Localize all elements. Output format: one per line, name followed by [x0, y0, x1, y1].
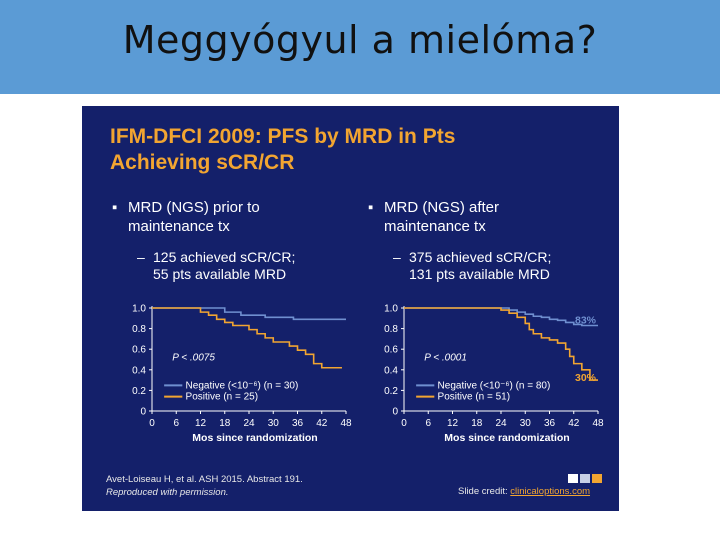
left-sub-line-1: 125 achieved sCR/CR;: [153, 249, 296, 265]
left-sub-bullet: – 125 achieved sCR/CR; 55 pts available …: [137, 249, 296, 283]
x-tick-label: 36: [544, 418, 556, 429]
y-tick-label: 0.4: [132, 365, 146, 376]
slide-credit: Slide credit: clinicaloptions.com: [458, 486, 590, 497]
right-bullet: ▪ MRD (NGS) after maintenance tx: [368, 198, 500, 236]
bullet-icon: ▪: [112, 199, 118, 216]
x-tick-label: 0: [401, 418, 407, 429]
x-tick-label: 18: [471, 418, 483, 429]
legend-label: Negative (<10⁻⁶) (n = 80): [438, 380, 551, 391]
p-value-label: P < .0001: [424, 353, 467, 364]
x-tick-label: 24: [243, 418, 255, 429]
right-bullet-line-2: maintenance tx: [384, 218, 486, 235]
y-tick-label: 1.0: [384, 304, 398, 315]
y-tick-label: 0: [140, 407, 146, 418]
left-bullet-line-2: maintenance tx: [128, 218, 230, 235]
x-tick-label: 12: [195, 418, 207, 429]
bullet-icon: ▪: [368, 199, 374, 216]
x-tick-label: 42: [568, 418, 580, 429]
clinical-options-logo: [568, 474, 602, 483]
y-tick-label: 0.2: [132, 386, 146, 397]
y-tick-label: 0.4: [384, 365, 398, 376]
x-tick-label: 30: [520, 418, 532, 429]
right-sub-line-2: 131 pts available MRD: [409, 266, 550, 282]
left-bullet: ▪ MRD (NGS) prior to maintenance tx: [112, 198, 260, 236]
y-tick-label: 0.2: [384, 386, 398, 397]
dash-icon: –: [137, 249, 145, 265]
left-bullet-line-1: MRD (NGS) prior to: [128, 199, 260, 216]
x-tick-label: 12: [447, 418, 459, 429]
negative-survival-curve: [404, 307, 598, 327]
x-tick-label: 18: [219, 418, 231, 429]
title-bar: [0, 0, 720, 94]
page-title: Meggyógyul a mielóma?: [122, 18, 598, 62]
positive-survival-curve: [404, 307, 598, 381]
x-axis-label: Mos since randomization: [192, 432, 317, 444]
p-value-label: P < .0075: [172, 353, 215, 364]
positive-survival-curve: [152, 307, 342, 369]
citation-line-2: Reproduced with permission.: [106, 487, 229, 498]
x-tick-label: 6: [173, 418, 179, 429]
citation: Avet-Loiseau H, et al. ASH 2015. Abstrac…: [106, 473, 303, 499]
legend-label: Negative (<10⁻⁶) (n = 30): [186, 380, 299, 391]
slide-title: IFM-DFCI 2009: PFS by MRD in Pts Achievi…: [110, 124, 590, 176]
survival-annotation: 30%: [575, 372, 597, 384]
y-tick-label: 1.0: [132, 304, 146, 315]
pfs-chart-before-maintenance: 1.0 0.8 0.6 0.4 0.2 00 6 12 18 24 30 36 42 48 Mos sinc…: [132, 304, 352, 445]
y-tick-label: 0.8: [132, 324, 146, 335]
y-tick-label: 0.8: [384, 324, 398, 335]
citation-line-1: Avet-Loiseau H, et al. ASH 2015. Abstrac…: [106, 474, 303, 485]
negative-survival-curve: [152, 307, 346, 321]
legend-label: Positive (n = 51): [438, 392, 511, 403]
right-bullet-line-1: MRD (NGS) after: [384, 199, 500, 216]
survival-annotation: 83%: [575, 314, 597, 326]
y-tick-label: 0.6: [132, 345, 146, 356]
x-tick-label: 24: [495, 418, 507, 429]
x-tick-label: 42: [316, 418, 328, 429]
x-axis-label: Mos since randomization: [444, 432, 569, 444]
right-sub-bullet: – 375 achieved sCR/CR; 131 pts available…: [393, 249, 552, 283]
dash-icon: –: [393, 249, 401, 265]
x-tick-label: 6: [425, 418, 431, 429]
x-tick-label: 30: [268, 418, 280, 429]
pfs-chart-after-maintenance: 1.0 0.8 0.6 0.4 0.2 00 6 12 18 24 30 36 42 48 Mos sinc…: [384, 304, 604, 445]
y-tick-label: 0.6: [384, 345, 398, 356]
slide-image: IFM-DFCI 2009: PFS by MRD in Pts Achievi…: [82, 106, 619, 511]
x-tick-label: 36: [292, 418, 304, 429]
legend-label: Positive (n = 25): [186, 392, 259, 403]
x-tick-label: 48: [340, 418, 352, 429]
right-sub-line-1: 375 achieved sCR/CR;: [409, 249, 552, 265]
left-sub-line-2: 55 pts available MRD: [153, 266, 287, 282]
x-tick-label: 0: [149, 418, 155, 429]
credit-link[interactable]: clinicaloptions.com: [510, 486, 591, 497]
slide-title-line-1: IFM-DFCI 2009: PFS by MRD in Pts: [110, 125, 456, 148]
x-tick-label: 48: [592, 418, 604, 429]
credit-prefix: Slide credit:: [458, 486, 511, 497]
slide-title-line-2: Achieving sCR/CR: [110, 151, 295, 174]
y-tick-label: 0: [392, 407, 398, 418]
